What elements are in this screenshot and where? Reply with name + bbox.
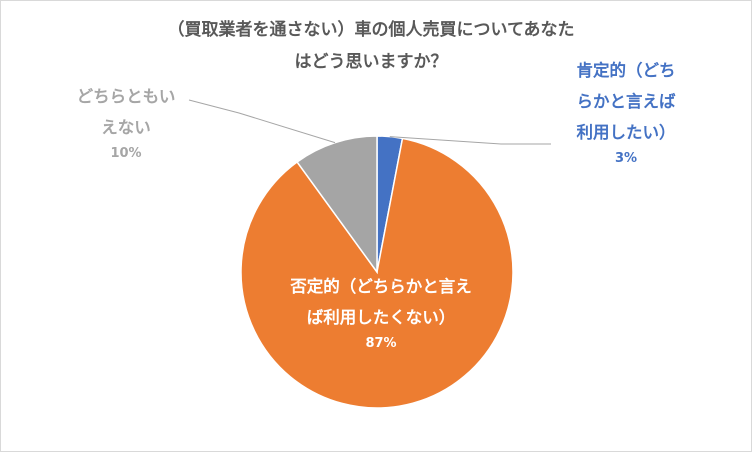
slice-percent-positive: 3% <box>614 151 638 166</box>
slice-percent-negative: 87% <box>365 336 397 351</box>
pie-slice-neutral <box>296 135 378 275</box>
slice-label-negative: 否定的（どちらかと言え ば利用したくない） 87% <box>251 271 511 355</box>
leader-line-neutral <box>188 99 336 144</box>
slice-label-positive-line-3: 利用したい） <box>576 123 676 142</box>
slice-label-neutral-line-1: どちらともい <box>76 87 176 106</box>
leader-line-positive <box>389 136 551 145</box>
slice-label-positive-line-2: らかと言えば <box>576 92 676 111</box>
slice-label-neutral: どちらともい えない 10% <box>41 81 211 165</box>
slice-percent-neutral: 10% <box>110 146 142 161</box>
chart-title-line-1: （買取業者を通さない）車の個人売買についてあなた <box>167 20 575 40</box>
slice-label-neutral-line-2: えない <box>101 118 151 137</box>
chart-title-line-2: はどう思いますか？ <box>294 52 448 72</box>
slice-label-positive: 肯定的（どち らかと言えば 利用したい） 3% <box>531 55 721 170</box>
slice-label-positive-line-1: 肯定的（どち <box>576 61 676 80</box>
slice-label-negative-line-1: 否定的（どちらかと言え <box>290 277 472 296</box>
slice-label-negative-line-2: ば利用したくない） <box>306 308 456 327</box>
